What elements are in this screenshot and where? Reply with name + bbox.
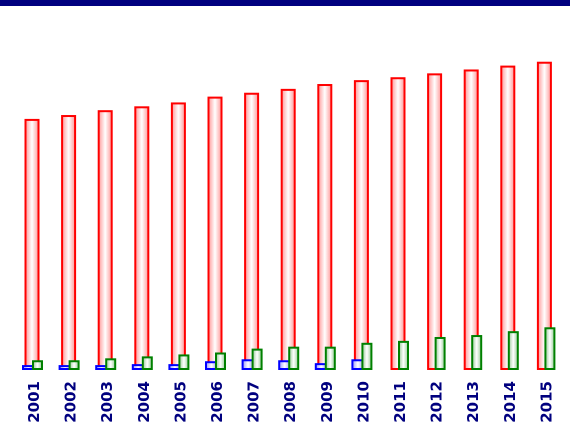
bar-green-2007 bbox=[251, 348, 263, 371]
bar-red-2008 bbox=[280, 88, 296, 370]
bar-green-2014 bbox=[507, 331, 519, 370]
bar-green-2009 bbox=[324, 346, 336, 370]
x-axis-tick-labels: 2001 2002 2003 2004 2005 2006 2007 2008 2009 2010… bbox=[25, 381, 555, 423]
bar-green-2011 bbox=[398, 340, 409, 371]
bar-green-2013 bbox=[471, 335, 483, 370]
x-tick-label-2013: 2013 bbox=[464, 381, 482, 423]
bar-red-2005 bbox=[170, 102, 186, 371]
top-frame-bar bbox=[0, 0, 570, 6]
bar-red-2002 bbox=[61, 115, 77, 371]
bar-group bbox=[22, 61, 556, 371]
x-tick-label-2007: 2007 bbox=[245, 381, 263, 423]
bar-red-2001 bbox=[24, 118, 40, 370]
bar-green-2001 bbox=[32, 360, 43, 371]
bar-green-2005 bbox=[178, 354, 190, 370]
x-tick-label-2005: 2005 bbox=[171, 381, 189, 423]
bar-green-2015 bbox=[544, 327, 556, 370]
bar-red-2003 bbox=[97, 110, 113, 371]
bar-green-2003 bbox=[105, 358, 117, 370]
x-tick-label-2014: 2014 bbox=[501, 381, 519, 423]
bar-red-2015 bbox=[536, 61, 552, 370]
x-tick-label-2009: 2009 bbox=[318, 381, 336, 423]
x-tick-label-2002: 2002 bbox=[62, 381, 80, 423]
bar-green-2012 bbox=[434, 336, 446, 371]
x-tick-label-2010: 2010 bbox=[354, 381, 372, 423]
bar-red-2011 bbox=[390, 77, 406, 370]
bar-green-2008 bbox=[288, 346, 300, 370]
bar-red-2006 bbox=[207, 96, 223, 370]
x-tick-label-2012: 2012 bbox=[428, 381, 446, 423]
x-tick-label-2011: 2011 bbox=[391, 381, 409, 423]
x-tick-label-2004: 2004 bbox=[135, 381, 153, 423]
bar-red-2014 bbox=[500, 65, 516, 370]
bar-green-2006 bbox=[215, 352, 226, 371]
bar-red-2010 bbox=[353, 80, 369, 370]
bar-red-2009 bbox=[317, 84, 333, 370]
bar-green-2010 bbox=[361, 342, 373, 370]
bar-green-2004 bbox=[141, 356, 153, 371]
bar-red-2007 bbox=[244, 92, 260, 370]
x-tick-label-2006: 2006 bbox=[208, 381, 226, 423]
bar-green-2002 bbox=[68, 360, 80, 371]
x-tick-label-2008: 2008 bbox=[281, 381, 299, 423]
bar-red-2004 bbox=[134, 106, 150, 371]
x-tick-label-2015: 2015 bbox=[537, 381, 555, 423]
bar-red-2013 bbox=[463, 69, 479, 370]
bar-red-2012 bbox=[427, 73, 443, 370]
x-tick-label-2003: 2003 bbox=[98, 381, 116, 423]
x-tick-label-2001: 2001 bbox=[25, 381, 43, 423]
